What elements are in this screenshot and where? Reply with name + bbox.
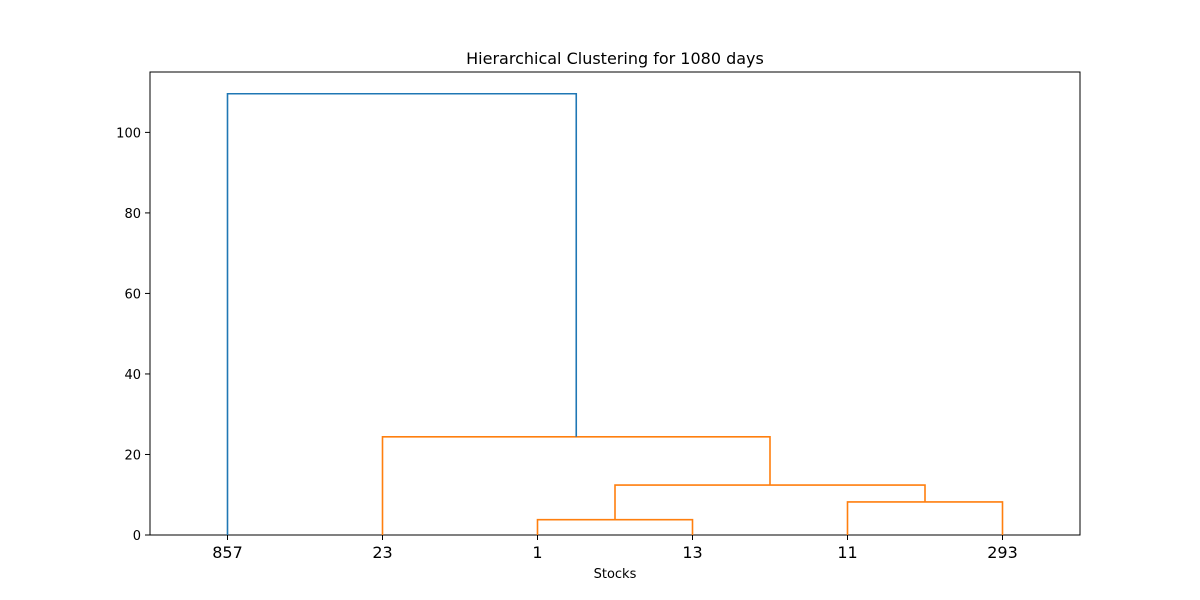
chart-title: Hierarchical Clustering for 1080 days	[466, 49, 764, 68]
y-tick-label: 60	[124, 287, 141, 302]
x-axis-label: Stocks	[594, 567, 637, 582]
dendrogram-link	[226, 92, 578, 535]
dendrogram-links	[226, 92, 1004, 535]
y-tick-label: 0	[133, 529, 141, 544]
plot-frame	[149, 71, 1081, 536]
dendrogram-link	[536, 518, 694, 535]
y-tick-label: 20	[124, 448, 141, 463]
leaf-label: 1	[532, 543, 542, 562]
y-tick-label: 80	[124, 207, 141, 222]
dendrogram-link	[846, 501, 1004, 535]
leaf-label: 13	[682, 543, 702, 562]
y-axis: 0 20 40 60 80 100	[116, 126, 150, 544]
y-tick-label: 40	[124, 368, 141, 383]
leaf-label: 857	[212, 543, 243, 562]
leaf-label: 11	[837, 543, 857, 562]
x-axis: 857 23 1 13 11 293	[212, 535, 1018, 562]
y-tick-label: 100	[116, 126, 141, 141]
leaf-label: 293	[987, 543, 1018, 562]
leaf-label: 23	[372, 543, 392, 562]
dendrogram-link	[614, 484, 926, 520]
